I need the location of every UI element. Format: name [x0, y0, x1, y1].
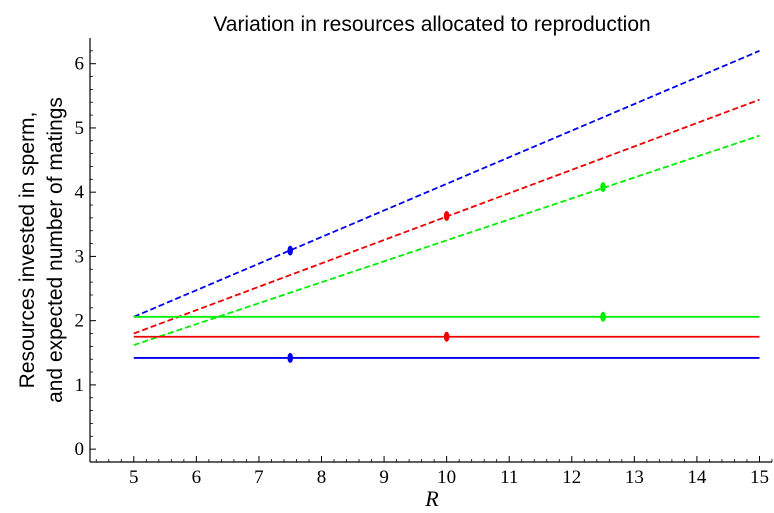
- y-tick-label: 1: [75, 375, 85, 396]
- x-tick-label: 11: [500, 467, 518, 488]
- x-tick-label: 7: [254, 467, 264, 488]
- series-layer: [133, 50, 760, 363]
- series-point-5: [443, 331, 450, 342]
- x-tick-label: 6: [192, 467, 202, 488]
- series-line-1: [133, 50, 760, 318]
- series-point-6: [287, 352, 294, 363]
- x-tick-label: 15: [750, 467, 769, 488]
- y-tick-label: 0: [75, 439, 85, 460]
- y-axis-label-line-2: and expected number of matings: [44, 97, 67, 403]
- y-tick-label: 3: [75, 246, 85, 267]
- series-point-3: [600, 182, 606, 193]
- x-tick-label: 8: [317, 467, 327, 488]
- x-axis-label: R: [424, 486, 439, 511]
- y-axis-label-line-1: Resources invested in sperm,: [16, 112, 39, 389]
- y-axis-label: Resources invested in sperm, and expecte…: [16, 97, 67, 403]
- x-tick-label: 12: [562, 467, 581, 488]
- y-tick-label: 4: [75, 182, 85, 203]
- series-point-4: [600, 311, 606, 322]
- series-line-3: [133, 134, 760, 346]
- y-tick-label: 2: [75, 311, 85, 332]
- y-tick-label: 5: [75, 118, 85, 139]
- x-tick-label: 13: [625, 467, 644, 488]
- chart-title: Variation in resources allocated to repr…: [213, 13, 650, 36]
- x-tick-label: 14: [687, 467, 707, 488]
- x-tick-label: 9: [379, 467, 389, 488]
- series-point-2: [443, 210, 450, 221]
- x-tick-label: 10: [437, 467, 456, 488]
- y-tick-label: 6: [75, 54, 85, 75]
- series-point-1: [287, 245, 294, 256]
- x-tick-label: 5: [129, 467, 139, 488]
